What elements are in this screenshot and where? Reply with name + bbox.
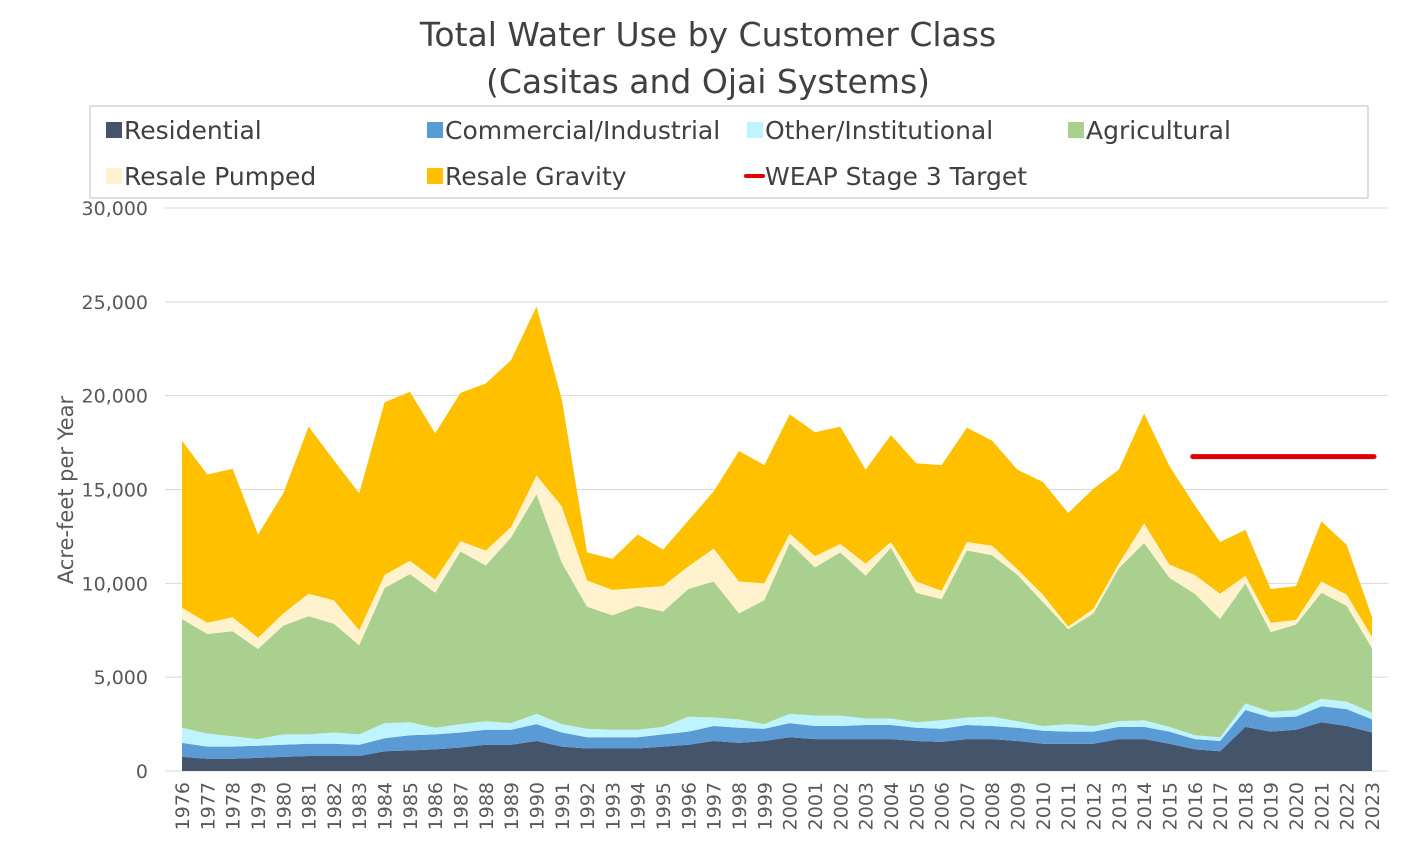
x-tick-label: 2006	[932, 782, 954, 830]
legend-label: Other/Institutional	[765, 116, 993, 145]
area-other-institutional	[182, 698, 1372, 747]
x-tick-label: 1998	[729, 782, 751, 830]
chart-subtitle: (Casitas and Ojai Systems)	[486, 62, 930, 101]
area-agricultural	[182, 494, 1372, 740]
legend-swatch	[427, 168, 443, 184]
x-tick-label: 1989	[501, 782, 523, 830]
x-tick-label: 2018	[1235, 782, 1257, 830]
legend-swatch	[106, 122, 122, 138]
chart-title: Total Water Use by Customer Class	[419, 15, 996, 54]
x-tick-label: 1985	[400, 782, 422, 830]
x-tick-label: 1977	[197, 782, 219, 830]
x-tick-label: 2019	[1261, 782, 1283, 830]
x-tick-label: 2007	[957, 782, 979, 830]
x-tick-label: 1982	[324, 782, 346, 830]
x-tick-label: 1987	[451, 782, 473, 830]
x-tick-label: 2022	[1337, 782, 1359, 830]
area-residential	[182, 722, 1372, 771]
y-tick-label: 30,000	[82, 198, 148, 220]
x-tick-label: 1995	[653, 782, 675, 830]
x-tick-label: 1991	[552, 782, 574, 830]
x-tick-label: 1979	[248, 782, 270, 830]
x-tick-label: 2013	[1109, 782, 1131, 830]
legend-swatch	[747, 122, 763, 138]
x-tick-label: 2002	[830, 782, 852, 830]
x-tick-label: 2003	[856, 782, 878, 830]
area-resale-pumped	[182, 475, 1372, 649]
x-tick-label: 1997	[704, 782, 726, 830]
legend-item-other-institutional: Other/Institutional	[747, 116, 993, 145]
x-tick-label: 1993	[602, 782, 624, 830]
x-tick-label: 1980	[273, 782, 295, 830]
x-tick-label: 1976	[172, 782, 194, 830]
x-tick-label: 2004	[881, 782, 903, 830]
legend-label: Residential	[124, 116, 262, 145]
legend-label: WEAP Stage 3 Target	[765, 162, 1027, 191]
x-tick-label: 1981	[299, 782, 321, 830]
x-tick-label: 1983	[349, 782, 371, 830]
x-tick-label: 2000	[780, 782, 802, 830]
y-tick-label: 0	[136, 761, 148, 783]
y-tick-label: 5,000	[94, 667, 148, 689]
x-tick-label: 2017	[1210, 782, 1232, 830]
legend: Residential Commercial/Industrial Other/In…	[89, 105, 1369, 199]
y-tick-label: 15,000	[82, 480, 148, 502]
x-tick-label: 1994	[628, 782, 650, 830]
legend-item-resale-gravity: Resale Gravity	[427, 162, 627, 191]
x-tick-label: 2015	[1159, 782, 1181, 830]
x-tick-label: 2021	[1311, 782, 1333, 830]
y-tick-label: 20,000	[82, 386, 148, 408]
legend-item-commercial-industrial: Commercial/Industrial	[427, 116, 720, 145]
x-tick-label: 2005	[906, 782, 928, 830]
x-tick-label: 2020	[1286, 782, 1308, 830]
area-commercial-industrial	[182, 706, 1372, 759]
y-axis-ticks: 0 5,000 10,000 15,000 20,000 25,000 30,000	[82, 198, 148, 783]
x-tick-label: 1999	[754, 782, 776, 830]
legend-item-weap-stage-3-target: WEAP Stage 3 Target	[744, 162, 1027, 191]
x-tick-label: 2014	[1134, 782, 1156, 830]
x-tick-label: 2011	[1058, 782, 1080, 830]
x-tick-label: 2010	[1033, 782, 1055, 830]
x-tick-label: 2023	[1362, 782, 1384, 830]
x-tick-label: 1978	[223, 782, 245, 830]
stacked-areas	[182, 306, 1372, 771]
x-tick-label: 2001	[805, 782, 827, 830]
y-axis-label: Acre-feet per Year	[54, 395, 78, 584]
x-tick-label: 2009	[1008, 782, 1030, 830]
x-tick-label: 1986	[425, 782, 447, 830]
x-tick-label: 1988	[476, 782, 498, 830]
x-tick-label: 2008	[982, 782, 1004, 830]
legend-swatch	[106, 168, 122, 184]
x-tick-label: 1990	[527, 782, 549, 830]
area-resale-gravity	[182, 306, 1372, 638]
legend-label: Resale Gravity	[445, 162, 627, 191]
x-axis-ticks: 1976 1977 1978 1979 1980 1981 1982 1983 1984 1985…	[172, 782, 1384, 830]
legend-label: Agricultural	[1086, 116, 1231, 145]
x-tick-label: 1996	[678, 782, 700, 830]
legend-swatch	[427, 122, 443, 138]
legend-item-agricultural: Agricultural	[1068, 116, 1231, 145]
legend-label: Commercial/Industrial	[445, 116, 720, 145]
x-tick-label: 1984	[375, 782, 397, 830]
legend-item-residential: Residential	[106, 116, 262, 145]
x-tick-label: 2012	[1084, 782, 1106, 830]
legend-item-resale-pumped: Resale Pumped	[106, 162, 316, 191]
x-tick-label: 2016	[1185, 782, 1207, 830]
y-tick-label: 10,000	[82, 573, 148, 595]
legend-swatch	[1068, 122, 1084, 138]
legend-box	[89, 105, 1369, 199]
x-tick-label: 1992	[577, 782, 599, 830]
y-tick-label: 25,000	[82, 292, 148, 314]
legend-label: Resale Pumped	[124, 162, 316, 191]
